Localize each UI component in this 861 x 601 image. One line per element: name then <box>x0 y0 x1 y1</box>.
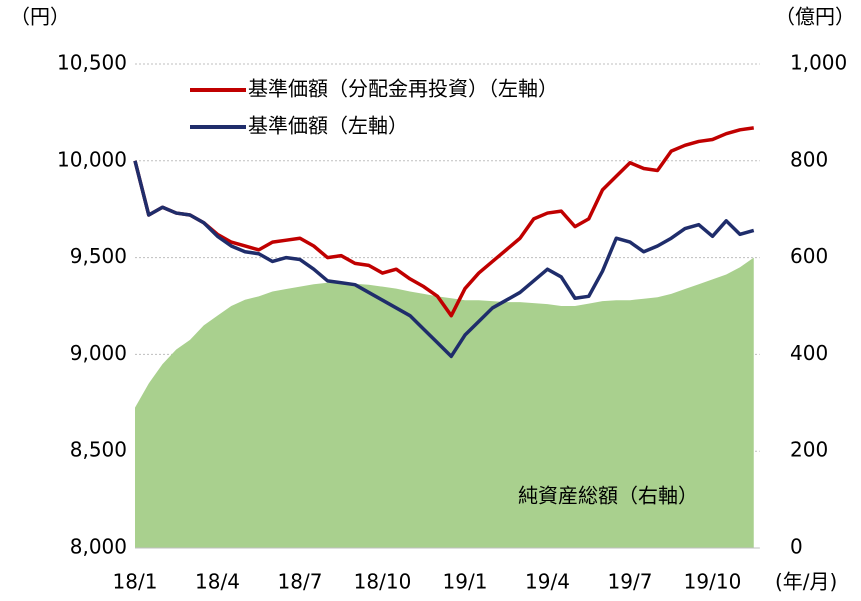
y2-tick-label: 600 <box>790 244 828 268</box>
y-tick-label: 8,000 <box>70 535 127 559</box>
y-tick-label: 8,500 <box>70 438 127 462</box>
y-tick-label: 9,000 <box>70 341 127 365</box>
x-tick-label: 19/7 <box>608 570 653 594</box>
y2-tick-label: 400 <box>790 341 828 365</box>
x-tick-label: 18/1 <box>113 570 158 594</box>
legend-label: 基準価額（分配金再投資）（左軸） <box>248 77 558 101</box>
x-tick-label: 19/10 <box>684 570 742 594</box>
x-tick-label: 18/4 <box>195 570 240 594</box>
x-tick-label: 18/10 <box>354 570 412 594</box>
legend-label: 基準価額（左軸） <box>248 114 408 138</box>
y2-tick-label: 200 <box>790 438 828 462</box>
y2-tick-label: 1,000 <box>790 51 847 75</box>
net-assets-area <box>135 257 754 548</box>
y2-tick-label: 800 <box>790 147 828 171</box>
y2-axis-unit: （億円） <box>775 5 855 29</box>
x-tick-label: 18/7 <box>278 570 323 594</box>
y2-tick-label: 0 <box>790 535 803 559</box>
area-label: 純資産総額（右軸） <box>518 484 698 508</box>
y-axis-unit: （円） <box>10 5 70 29</box>
y-tick-label: 9,500 <box>70 244 127 268</box>
x-tick-label: 19/4 <box>525 570 570 594</box>
nav-line <box>133 126 754 318</box>
nav-line <box>133 160 755 359</box>
x-tick-label: 19/1 <box>443 570 488 594</box>
y-tick-label: 10,500 <box>57 51 127 75</box>
x-axis-unit: (年/月) <box>775 570 837 594</box>
y-tick-label: 10,000 <box>57 147 127 171</box>
